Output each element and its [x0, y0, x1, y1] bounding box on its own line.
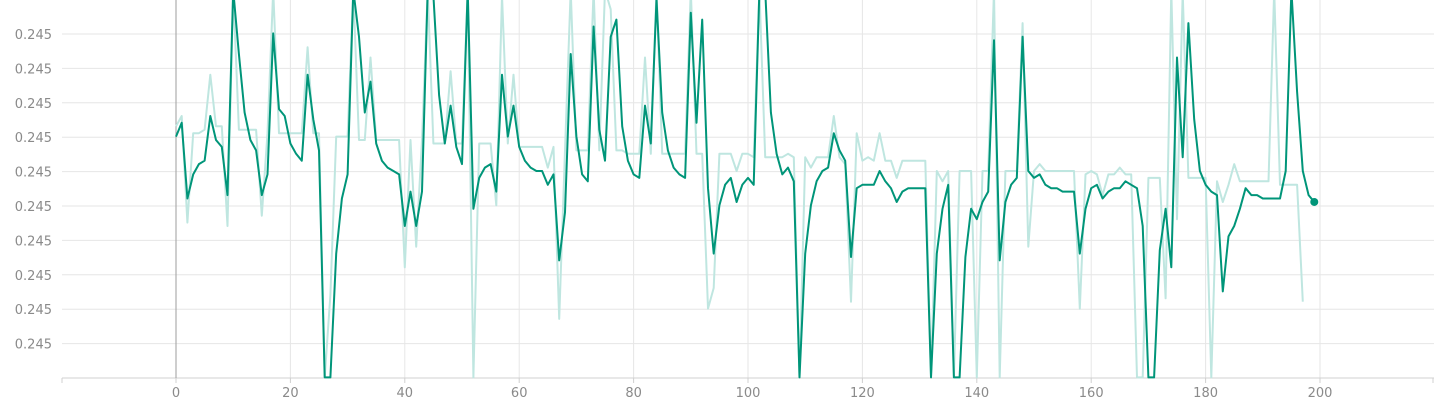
y-tick-label: 0.245 [15, 131, 52, 146]
x-tick-label: 140 [964, 386, 989, 400]
series [175, 0, 1319, 379]
x-tick-label: 20 [282, 386, 299, 400]
grid [62, 0, 1434, 378]
raw-series-line [175, 0, 1304, 379]
x-tick-label: 60 [511, 386, 528, 400]
y-tick-label: 0.245 [15, 62, 52, 77]
x-tick-label: 0 [172, 386, 180, 400]
y-tick-label: 0.245 [15, 97, 52, 112]
y-tick-label: 0.245 [15, 338, 52, 353]
x-tick-label: 80 [625, 386, 642, 400]
x-tick-label: 120 [850, 386, 875, 400]
y-tick-label: 0.245 [15, 269, 52, 284]
x-tick-label: 100 [736, 386, 761, 400]
y-tick-label: 0.245 [15, 234, 52, 249]
x-tick-label: 160 [1079, 386, 1104, 400]
tick-labels: 0.245 0.245 0.245 0.245 0.245 0.245 0.245 0.245… [15, 28, 1333, 401]
y-tick-label: 0.245 [15, 166, 52, 181]
x-tick-label: 180 [1193, 386, 1218, 400]
x-tick-label: 40 [397, 386, 414, 400]
x-tick-label: 200 [1308, 386, 1333, 400]
y-tick-label: 0.245 [15, 200, 52, 215]
y-tick-label: 0.245 [15, 28, 52, 43]
smoothed-series-line [175, 0, 1316, 379]
y-tick-label: 0.245 [15, 303, 52, 318]
axes [61, 0, 1434, 383]
last-point-marker [1310, 197, 1319, 206]
